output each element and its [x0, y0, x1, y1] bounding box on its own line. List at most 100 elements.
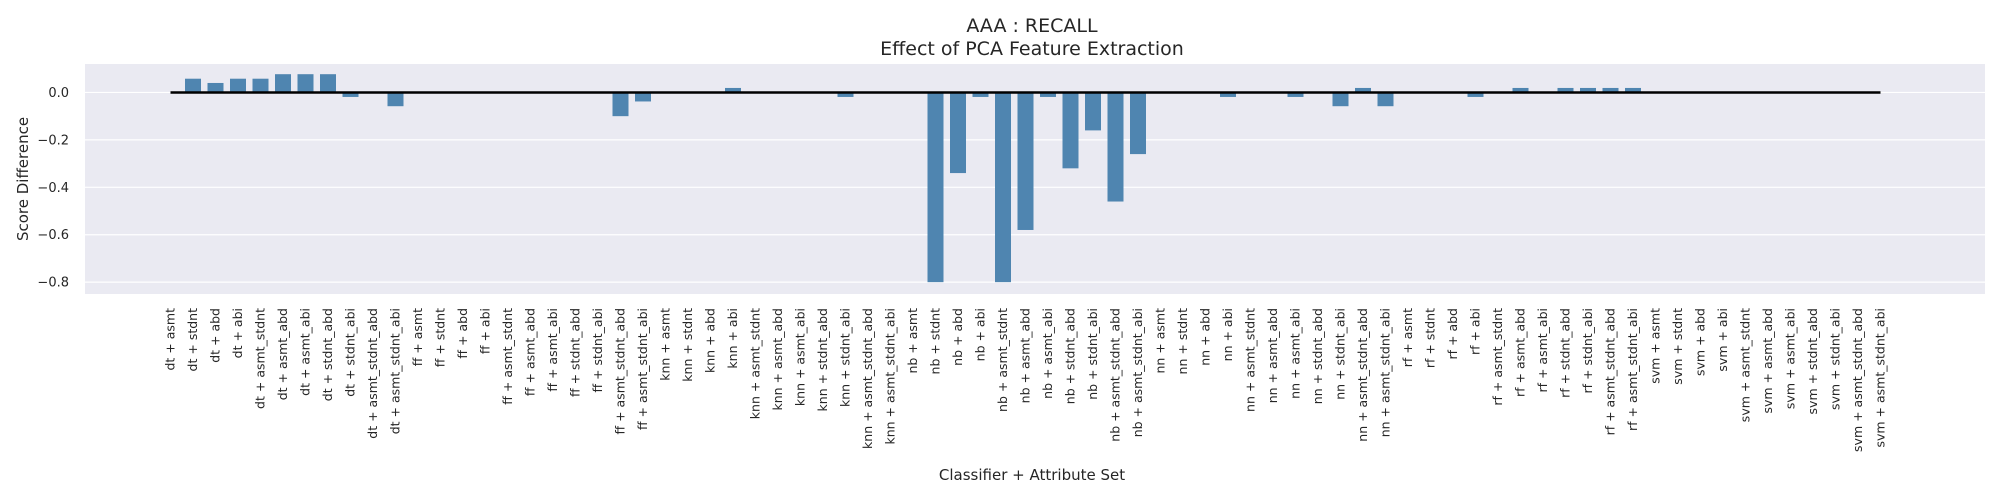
x-tick-label: nb + stdnt_abd: [1063, 308, 1078, 404]
bar: [1355, 87, 1371, 93]
bar: [1625, 87, 1641, 93]
x-tick-label: svm + asmt_stdnt: [1738, 308, 1753, 422]
bar: [185, 78, 201, 93]
x-tick-label: dt + abd: [208, 308, 223, 363]
x-tick-labels: dt + asmt dt + stdnt dt + abd dt + abi dt + …: [163, 308, 1888, 452]
bar: [950, 92, 966, 174]
x-tick-label: knn + asmt_stdnt: [748, 308, 763, 419]
bar: [342, 92, 359, 97]
bars: [185, 74, 1641, 283]
x-tick-label: knn + asmt: [658, 308, 673, 381]
bar: [1017, 92, 1034, 230]
bar: [1040, 92, 1056, 97]
x-tick-label: dt + asmt_stdnt_abi: [388, 308, 403, 434]
x-tick-label: rf + asmt_stdnt: [1490, 308, 1505, 406]
x-tick-label: ff + asmt_stdnt: [500, 308, 515, 405]
x-tick-label: knn + stdnt_abi: [838, 308, 853, 407]
x-tick-label: dt + stdnt_abd: [320, 308, 335, 401]
bar: [725, 87, 741, 93]
x-tick-label: rf + asmt_stdnt_abi: [1625, 308, 1640, 431]
x-tick-label: ff + stdnt_abd: [568, 308, 583, 397]
x-tick-label: knn + stdnt: [680, 308, 695, 382]
x-tick-label: dt + asmt_stdnt_abd: [365, 308, 380, 439]
bar: [387, 92, 404, 107]
x-tick-label: ff + asmt_stdnt_abi: [635, 308, 650, 430]
x-tick-label: ff + asmt_stdnt_abd: [613, 308, 628, 434]
y-tick-label: −0.2: [37, 133, 69, 148]
x-tick-label: nb + stdnt_abi: [1085, 308, 1100, 400]
y-tick-labels: 0.0 −0.2 −0.4 −0.6 −0.8: [37, 86, 69, 291]
x-axis-label: Classifier + Attribute Set: [939, 466, 1125, 484]
bar: [837, 92, 854, 97]
bar: [1107, 92, 1124, 202]
x-tick-label: svm + asmt: [1648, 308, 1663, 384]
x-tick-label: dt + abi: [230, 308, 245, 358]
x-tick-label: nb + asmt_stdnt: [995, 308, 1010, 412]
x-tick-label: nn + asmt: [1153, 308, 1168, 374]
bar: [995, 92, 1011, 283]
bar: [1557, 87, 1574, 93]
x-tick-label: rf + stdnt_abi: [1580, 308, 1595, 393]
x-tick-label: rf + abd: [1445, 308, 1460, 360]
y-tick-label: 0.0: [48, 86, 69, 101]
bar: [1062, 92, 1079, 169]
x-tick-label: svm + asmt_stdnt_abd: [1850, 308, 1865, 452]
x-tick-label: nn + stdnt_abd: [1310, 308, 1325, 404]
bar: [1332, 92, 1349, 107]
bar: [972, 92, 989, 97]
x-tick-label: rf + asmt_abi: [1535, 308, 1550, 393]
x-tick-label: knn + abi: [725, 308, 740, 369]
x-tick-label: knn + asmt_stdnt_abd: [860, 308, 875, 449]
x-tick-label: rf + stdnt: [1423, 308, 1438, 368]
bar: [1287, 92, 1304, 97]
bar: [1085, 92, 1101, 131]
x-tick-label: rf + asmt_stdnt_abd: [1603, 308, 1618, 435]
bar: [1130, 92, 1146, 155]
x-tick-label: ff + asmt_abd: [523, 308, 538, 396]
x-tick-label: nb + asmt_stdnt_abi: [1130, 308, 1145, 437]
x-tick-label: nn + abd: [1198, 308, 1213, 366]
bar: [1220, 92, 1236, 97]
x-tick-label: nb + asmt: [905, 308, 920, 374]
x-tick-label: nb + asmt_abi: [1040, 308, 1055, 399]
x-tick-label: knn + abd: [703, 308, 718, 373]
x-tick-label: ff + stdnt: [433, 308, 448, 367]
bar: [612, 92, 629, 117]
x-tick-label: knn + asmt_abd: [770, 308, 785, 411]
x-tick-label: rf + asmt_abd: [1513, 308, 1528, 397]
x-tick-label: knn + stdnt_abd: [815, 308, 830, 411]
x-tick-label: ff + abd: [455, 308, 470, 359]
x-tick-label: svm + asmt_abi: [1783, 308, 1798, 409]
x-tick-label: nb + abd: [950, 308, 965, 366]
x-tick-label: nn + asmt_stdnt_abi: [1378, 308, 1393, 437]
bar: [275, 74, 291, 93]
x-tick-label: nn + asmt_stdnt_abd: [1355, 308, 1370, 442]
bar: [635, 92, 651, 102]
x-tick-label: nn + abi: [1220, 308, 1235, 361]
bar: [252, 78, 269, 93]
x-tick-label: svm + abi: [1715, 308, 1730, 372]
x-tick-label: nn + asmt_stdnt: [1243, 308, 1258, 412]
bar: [320, 74, 336, 93]
x-tick-label: svm + asmt_stdnt_abi: [1873, 308, 1888, 448]
x-tick-label: dt + asmt_abi: [298, 308, 313, 396]
x-tick-label: nb + asmt_stdnt_abd: [1108, 308, 1123, 442]
x-tick-label: knn + asmt_stdnt_abi: [883, 308, 898, 445]
chart-title: AAA : RECALL: [966, 15, 1098, 37]
x-tick-label: svm + stdnt_abi: [1828, 308, 1843, 410]
x-tick-label: ff + asmt_abi: [545, 308, 560, 392]
x-tick-label: ff + asmt: [410, 308, 425, 366]
y-axis-label: Score Difference: [14, 117, 32, 241]
x-tick-label: svm + stdnt_abd: [1805, 308, 1820, 414]
x-tick-label: rf + stdnt_abd: [1558, 308, 1573, 398]
bar: [1580, 87, 1596, 93]
bar: [1512, 87, 1529, 93]
x-tick-label: nn + stdnt: [1175, 308, 1190, 375]
y-tick-label: −0.4: [37, 181, 69, 196]
x-tick-label: dt + stdnt: [185, 308, 200, 372]
bar: [1377, 92, 1394, 107]
x-tick-label: nn + asmt_abi: [1288, 308, 1303, 399]
x-tick-label: rf + asmt: [1400, 308, 1415, 367]
bar: [1602, 87, 1619, 93]
